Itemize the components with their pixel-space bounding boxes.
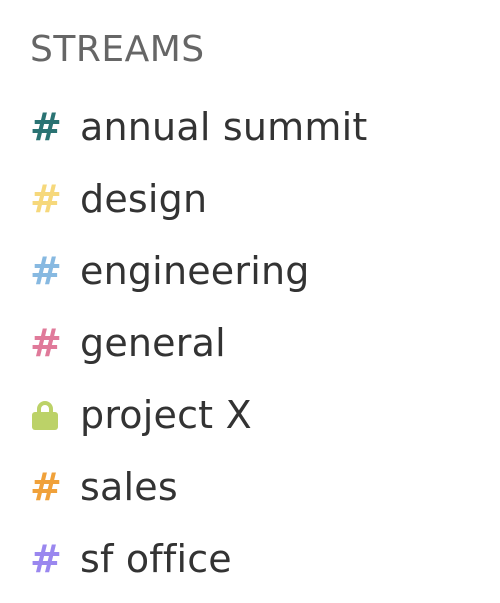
stream-item-project-x[interactable]: project X [30, 379, 367, 451]
stream-name: design [80, 177, 208, 221]
stream-item-general[interactable]: # general [30, 307, 367, 379]
stream-name: sales [80, 465, 178, 509]
stream-name: project X [80, 393, 252, 437]
hash-icon: # [30, 537, 62, 581]
lock-body [32, 412, 58, 430]
stream-name: general [80, 321, 226, 365]
hash-icon: # [30, 105, 62, 149]
stream-item-sf-office[interactable]: # sf office [30, 523, 367, 595]
stream-item-annual-summit[interactable]: # annual summit [30, 91, 367, 163]
hash-icon: # [30, 465, 62, 509]
stream-item-sales[interactable]: # sales [30, 451, 367, 523]
lock-icon [30, 399, 80, 431]
hash-icon: # [30, 249, 62, 293]
stream-name: annual summit [80, 105, 368, 149]
stream-list: # annual summit # design # engineering #… [30, 91, 367, 595]
stream-name: engineering [80, 249, 310, 293]
stream-name: sf office [80, 537, 232, 581]
lock-shackle [37, 401, 53, 413]
stream-item-engineering[interactable]: # engineering [30, 235, 367, 307]
hash-icon: # [30, 177, 62, 221]
hash-icon: # [30, 321, 62, 365]
streams-section-header: STREAMS [30, 29, 205, 70]
stream-item-design[interactable]: # design [30, 163, 367, 235]
